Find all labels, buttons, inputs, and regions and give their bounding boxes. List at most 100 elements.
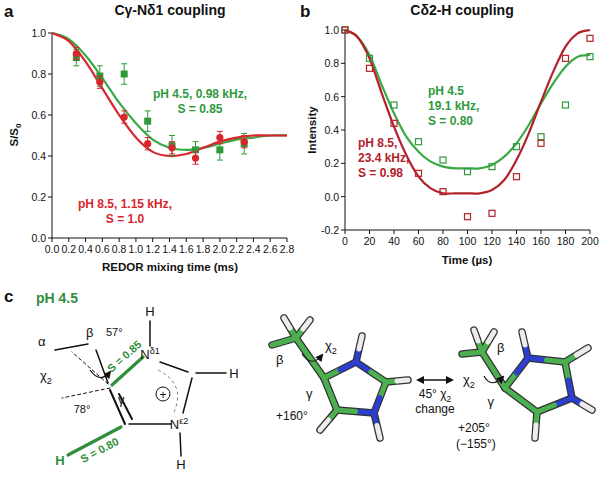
x-tick [219, 238, 220, 242]
x-tick [541, 230, 542, 234]
y-axis-line [52, 33, 53, 238]
x-tick-label: 2.6 [263, 243, 278, 255]
y-tick [48, 156, 52, 157]
chart-title: Cγ-Nδ1 coupling [114, 2, 225, 18]
error-bar-cap [73, 65, 79, 66]
y-tick-label: 0.6 [31, 109, 46, 121]
error-bar-cap [217, 143, 223, 144]
page: {"chart_data":[ {"type":"scatter","panel… [0, 0, 600, 482]
stick [582, 404, 592, 410]
y-tick-label: 0.4 [324, 124, 339, 136]
stick [535, 425, 536, 438]
x-tick-label: 180 [557, 235, 575, 247]
error-bar-cap [217, 160, 223, 161]
y-tick [48, 197, 52, 198]
stick-outline [296, 320, 310, 338]
stick-outline [320, 410, 337, 430]
x-tick-label: 2.4 [246, 243, 261, 255]
x-tick-label: 1.0 [129, 243, 144, 255]
annotation: pH 8.5, [358, 136, 397, 150]
stick [377, 426, 380, 439]
atom-label: H [55, 453, 64, 468]
annotation: pH 4.5 [428, 84, 464, 98]
x-tick-label: 60 [413, 235, 425, 247]
x-tick [186, 238, 187, 242]
error-bar [145, 138, 151, 150]
stick [494, 370, 506, 388]
point [514, 174, 520, 180]
x-tick [492, 230, 493, 234]
bond [180, 433, 181, 456]
stick-outline [272, 338, 296, 345]
fit-line [52, 33, 287, 156]
error-bar-cap [193, 141, 199, 142]
stick [272, 342, 284, 346]
label-sub: 2 [470, 380, 475, 390]
y-tick-label: 1.0 [324, 24, 339, 36]
rotation-arrow [90, 370, 110, 378]
angle-label: (−155°) [456, 437, 496, 451]
atom-label: H [176, 457, 185, 472]
x-tick-label: 2.8 [280, 243, 295, 255]
angle-label: 57° [106, 326, 123, 338]
atom-label: Nε2 [170, 416, 189, 432]
stick [482, 352, 494, 370]
x-tick-label: 1.4 [162, 243, 177, 255]
stick-outline [535, 412, 537, 438]
stick [324, 378, 331, 394]
error-bar-cap [193, 151, 199, 152]
x-tick [169, 238, 170, 242]
angle-label: +205° [458, 421, 490, 435]
stick [356, 362, 371, 372]
y-tick-label: 0.2 [31, 191, 46, 203]
stick-outline [482, 352, 505, 388]
stick [521, 400, 537, 412]
stick [522, 332, 525, 345]
y-tick-label: 0.6 [324, 91, 339, 103]
x-tick [203, 238, 204, 242]
stick [324, 370, 340, 378]
point [465, 169, 471, 175]
x-tick-label: 40 [388, 235, 400, 247]
guide-line [72, 352, 108, 384]
x-tick [270, 238, 271, 242]
x-tick [394, 230, 395, 234]
error-bar-cap [73, 59, 79, 60]
error-bar-cap [145, 137, 151, 138]
atom-label: β [276, 352, 283, 367]
x-tick-label: 1.8 [196, 243, 211, 255]
point [367, 65, 373, 71]
y-tick-label: 0.8 [31, 68, 46, 80]
panel-title: pH 4.5 [36, 290, 78, 306]
order-label: S = 0.85 [105, 338, 144, 375]
stick-models: βγχ2+160°45° χ2changeβγχ2+205°(−155°) [272, 318, 592, 451]
change-label: change [415, 402, 455, 416]
label-main: N [140, 347, 149, 362]
error-bar [217, 131, 223, 143]
error-bar-cap [241, 135, 247, 136]
annotation: S = 1.0 [106, 212, 145, 226]
error-bar-cap [97, 65, 103, 66]
x-tick-label: 0.4 [78, 243, 93, 255]
y-axis-label: S/S0 [8, 123, 23, 147]
bond [196, 372, 226, 374]
point [514, 144, 520, 150]
stick-outline [572, 398, 592, 410]
error-bar-cap [241, 147, 247, 148]
point [241, 138, 248, 145]
label-sup: δ1 [150, 346, 160, 356]
atom-label: α [38, 334, 46, 349]
error-bar-cap [169, 141, 175, 142]
plot-data [52, 33, 287, 164]
point [563, 102, 569, 108]
stick [569, 380, 573, 398]
y-tick-label: 1.0 [31, 27, 46, 39]
label-sub: 2 [332, 346, 337, 356]
stick-outline [537, 398, 572, 412]
chart-a: aCγ-Nδ1 coupling0.00.20.40.60.81.01.21.4… [4, 2, 294, 273]
point [538, 140, 544, 146]
error-bar [145, 111, 151, 131]
error-bar-cap [145, 110, 151, 111]
stick-outline [337, 410, 374, 413]
error-bar-cap [121, 84, 127, 85]
